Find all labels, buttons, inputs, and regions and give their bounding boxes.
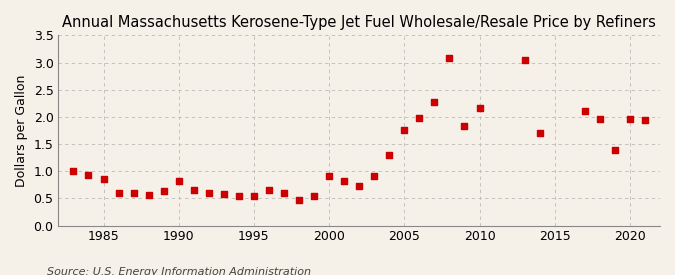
Point [535,131,545,135]
Point [579,109,590,114]
Point [159,189,169,194]
Point [173,179,184,183]
Point [113,191,124,195]
Point [128,191,139,195]
Point [354,184,364,189]
Point [624,117,635,121]
Point [459,124,470,128]
Point [83,173,94,177]
Point [68,169,79,174]
Point [639,117,650,122]
Point [429,100,440,104]
Point [203,191,214,195]
Point [414,116,425,120]
Point [444,56,455,60]
Point [308,194,319,198]
Point [219,192,230,196]
Point [384,153,395,157]
Title: Annual Massachusetts Kerosene-Type Jet Fuel Wholesale/Resale Price by Refiners: Annual Massachusetts Kerosene-Type Jet F… [62,15,656,30]
Point [279,191,290,195]
Point [143,192,154,197]
Point [234,194,244,198]
Point [399,128,410,133]
Y-axis label: Dollars per Gallon: Dollars per Gallon [15,74,28,187]
Point [339,178,350,183]
Point [188,188,199,192]
Point [610,147,620,152]
Point [519,58,530,62]
Point [294,198,304,202]
Point [248,194,259,198]
Point [263,188,274,192]
Point [324,174,335,178]
Point [595,116,605,121]
Text: Source: U.S. Energy Information Administration: Source: U.S. Energy Information Administ… [47,267,311,275]
Point [474,106,485,110]
Point [98,177,109,182]
Point [369,174,379,178]
